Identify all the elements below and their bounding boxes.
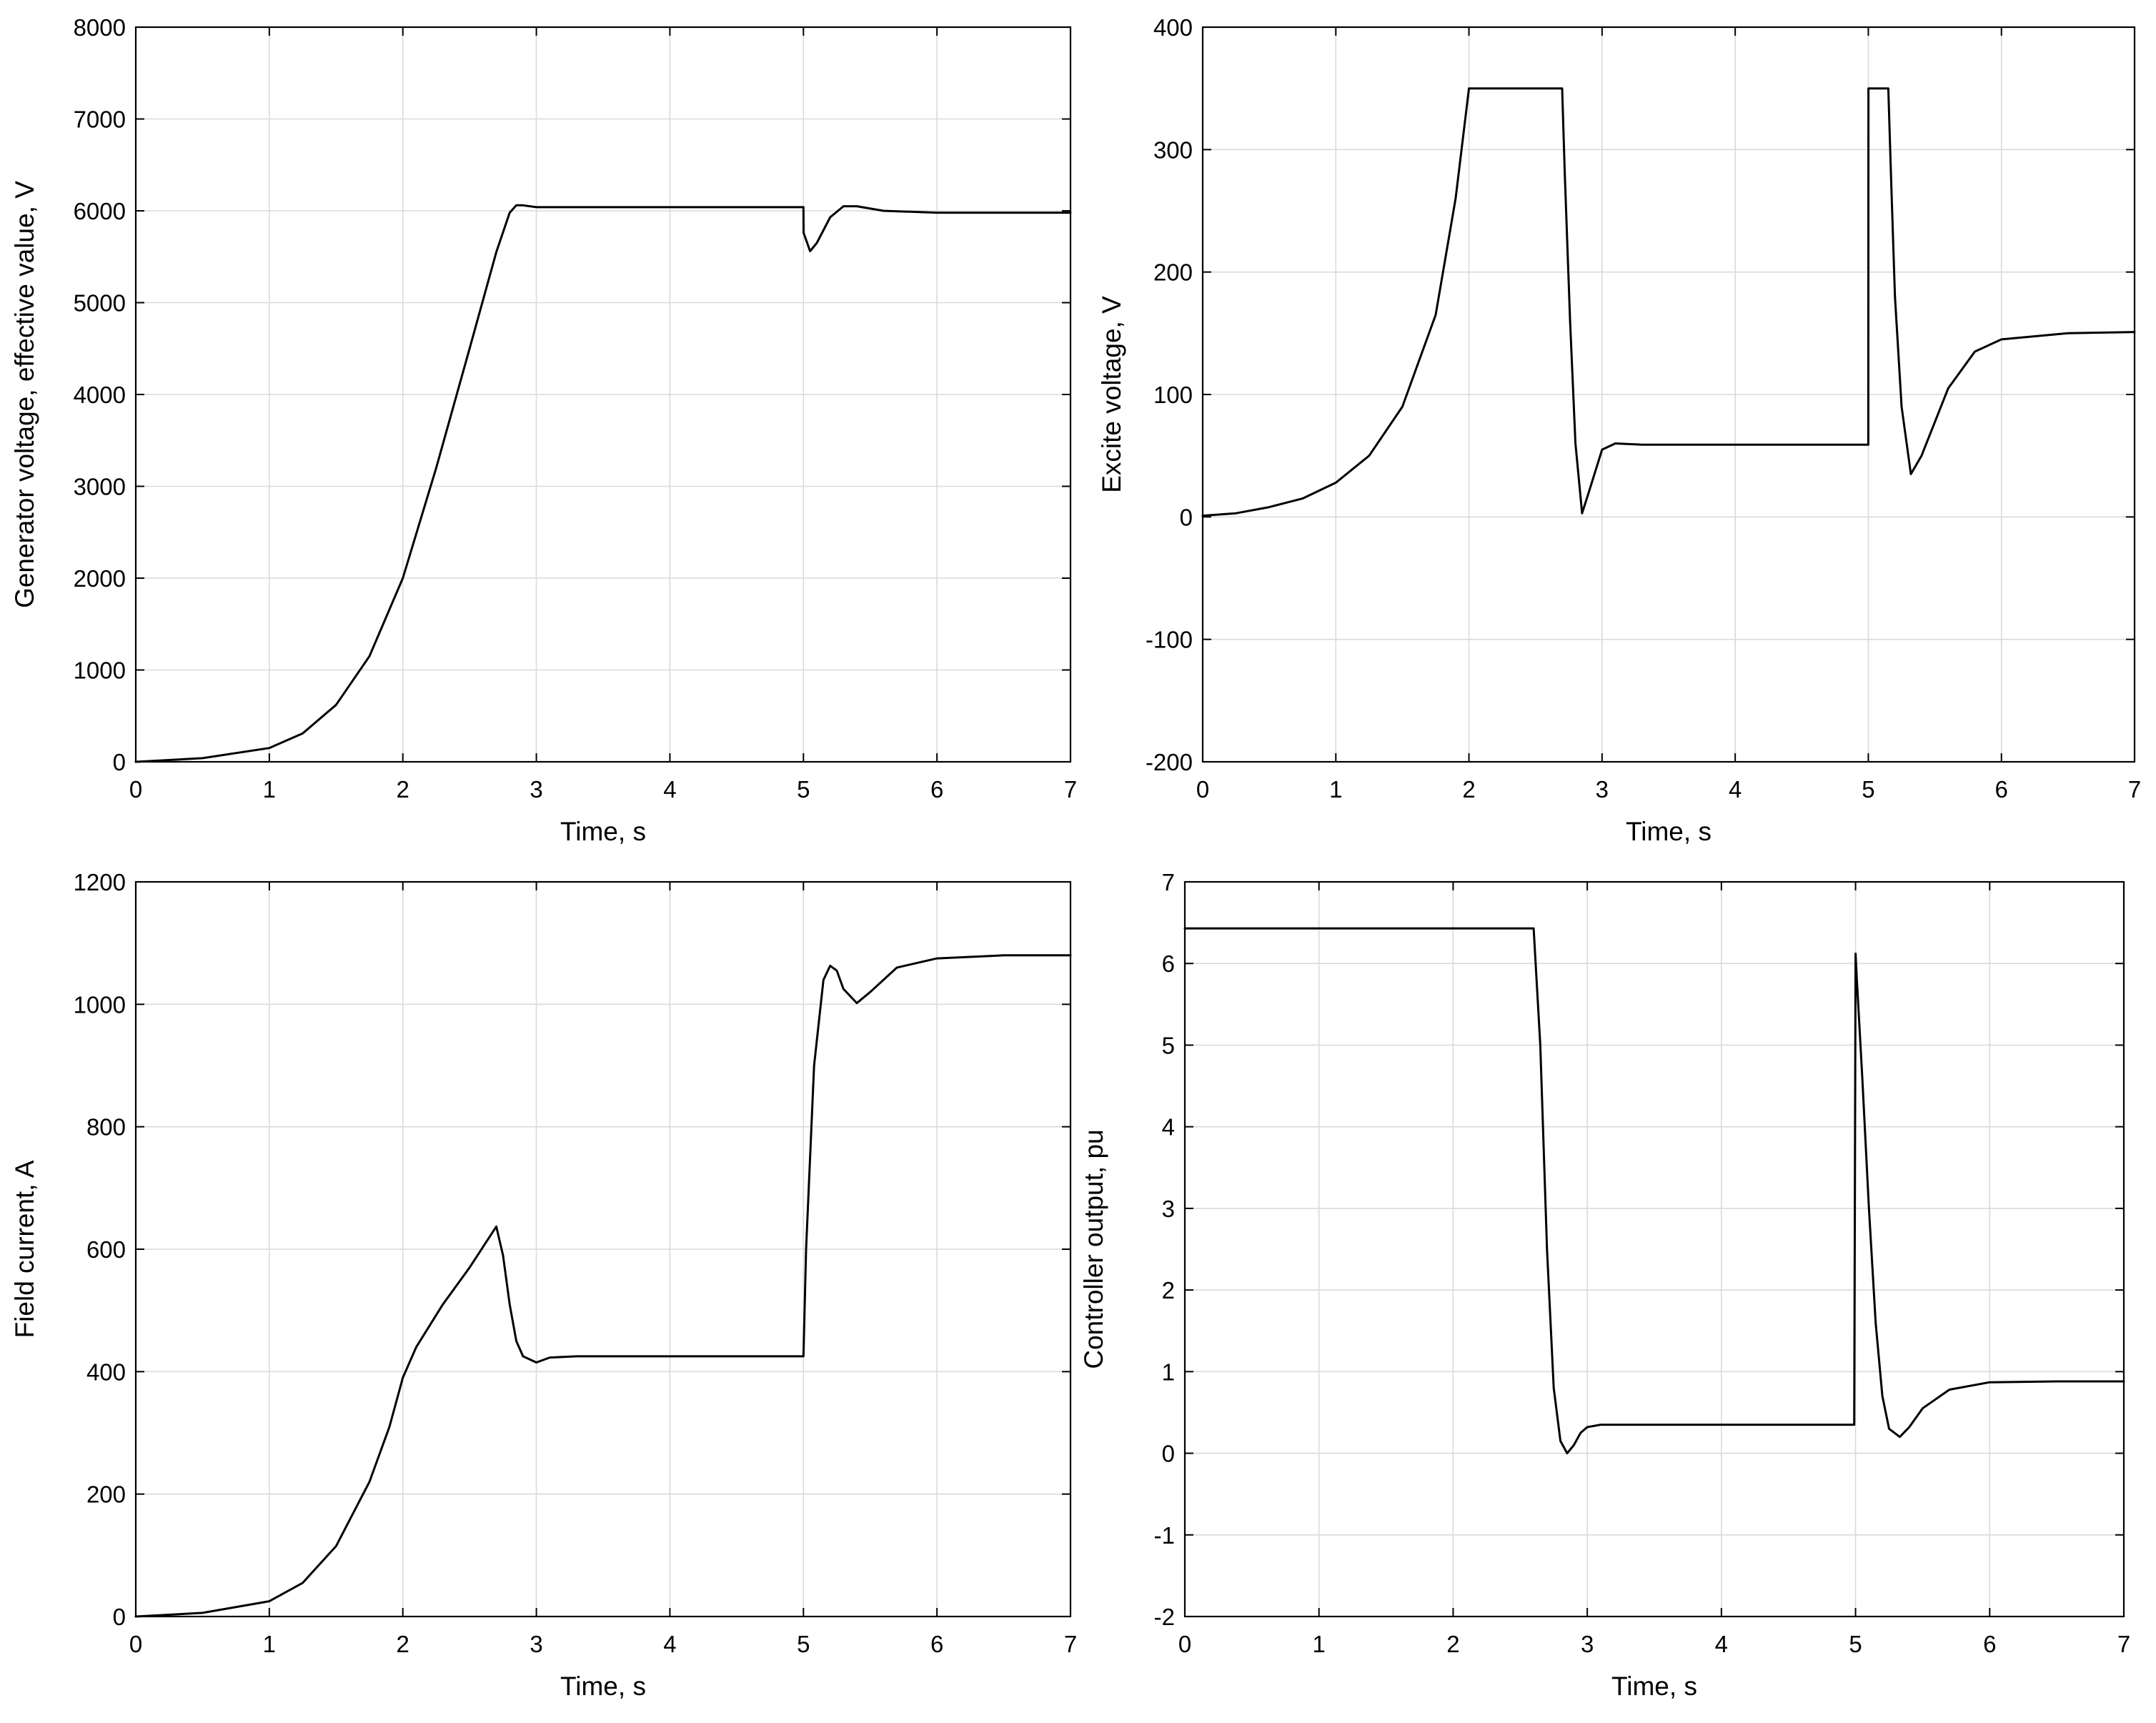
x-axis-label: Time, s xyxy=(560,817,646,846)
y-tick-label: -100 xyxy=(1146,627,1193,653)
y-tick-label: 400 xyxy=(1153,14,1193,41)
x-tick-label: 7 xyxy=(2117,1631,2130,1657)
y-tick-label: 1 xyxy=(1162,1359,1175,1385)
y-tick-label: 0 xyxy=(113,1604,126,1630)
x-tick-label: 6 xyxy=(930,776,943,803)
y-axis-label: Generator voltage, effective value, V xyxy=(10,181,39,608)
y-tick-label: 0 xyxy=(113,749,126,775)
axes-box xyxy=(1183,880,2125,1618)
y-tick-label: -2 xyxy=(1154,1604,1175,1630)
x-tick-label: 6 xyxy=(1995,776,2008,803)
y-tick-label: 2000 xyxy=(74,565,126,592)
x-tick-label: 2 xyxy=(1462,776,1475,803)
x-tick-label: 4 xyxy=(663,1631,676,1657)
y-tick-label: 7 xyxy=(1162,869,1175,895)
y-tick-label: 100 xyxy=(1153,382,1193,408)
y-tick-label: -200 xyxy=(1146,749,1193,775)
x-tick-label: 2 xyxy=(397,776,409,803)
y-axis-label: Excite voltage, V xyxy=(1097,296,1126,493)
y-tick-label: 2 xyxy=(1162,1277,1175,1304)
y-axis-label: Controller output, pu xyxy=(1079,1129,1108,1369)
x-tick-label: 0 xyxy=(1196,776,1209,803)
x-tick-label: 3 xyxy=(530,776,542,803)
x-axis-label: Time, s xyxy=(560,1672,646,1701)
x-tick-label: 7 xyxy=(2128,776,2141,803)
x-tick-label: 3 xyxy=(1596,776,1609,803)
y-tick-label: 4 xyxy=(1162,1114,1175,1141)
y-tick-label: 200 xyxy=(1153,259,1193,286)
y-tick-label: 6000 xyxy=(74,198,126,224)
chart-panel-1: 0 1 2 3 4 5 6 7 0 1000 2000 3000 4000 5000 6000 7000 800… xyxy=(10,14,1077,846)
series-line-1 xyxy=(134,954,1072,1618)
x-tick-label: 5 xyxy=(1862,776,1874,803)
x-tick-label: 1 xyxy=(1313,1631,1326,1657)
y-tick-label: 1200 xyxy=(74,869,126,895)
chart-panel-4: 0 1 2 3 4 5 6 7 -2 -1 0 1 2 3 4 5 6 7 Time, s Controller ou… xyxy=(1079,869,2130,1701)
y-tick-label: 7000 xyxy=(74,106,126,133)
y-tick-label: 5 xyxy=(1162,1032,1175,1058)
x-axis-label: Time, s xyxy=(1626,817,1712,846)
x-tick-label: 5 xyxy=(797,1631,810,1657)
x-tick-label: 3 xyxy=(1581,1631,1594,1657)
x-axis-label: Time, s xyxy=(1611,1672,1697,1701)
x-tick-label: 1 xyxy=(263,776,276,803)
y-tick-label: 1000 xyxy=(74,991,126,1018)
x-tick-label: 7 xyxy=(1064,1631,1077,1657)
x-tick-label: 1 xyxy=(1329,776,1342,803)
y-tick-label: 3000 xyxy=(74,474,126,500)
x-tick-label: 5 xyxy=(797,776,810,803)
chart-panel-2: 0 1 2 3 4 5 6 7 -200 -100 0 100 200 300 400 Time, s Exci… xyxy=(1097,14,2141,846)
y-tick-label: 1000 xyxy=(74,657,126,684)
y-tick-label: 4000 xyxy=(74,382,126,408)
x-tick-label: 2 xyxy=(397,1631,409,1657)
y-axis-label: Field current, A xyxy=(10,1160,39,1338)
y-tick-label: 300 xyxy=(1153,136,1193,163)
x-tick-label: 3 xyxy=(530,1631,542,1657)
x-tick-label: 0 xyxy=(129,776,142,803)
x-tick-label: 0 xyxy=(129,1631,142,1657)
series-line-1 xyxy=(134,204,1072,763)
y-tick-label: 5000 xyxy=(74,290,126,317)
chart-panel-3: 0 1 2 3 4 5 6 7 0 200 400 600 800 1000 1200 Time, s Fiel… xyxy=(10,869,1077,1701)
y-tick-label: 600 xyxy=(86,1236,126,1263)
x-tick-label: 5 xyxy=(1849,1631,1862,1657)
plot-area xyxy=(1185,882,2124,1617)
y-tick-label: 8000 xyxy=(74,14,126,41)
series-line-1 xyxy=(1201,87,2136,517)
y-tick-label: 800 xyxy=(86,1114,126,1141)
y-tick-label: 200 xyxy=(86,1481,126,1508)
y-tick-label: -1 xyxy=(1154,1522,1175,1549)
y-tick-label: 3 xyxy=(1162,1196,1175,1222)
x-tick-label: 4 xyxy=(663,776,676,803)
x-tick-label: 4 xyxy=(1729,776,1742,803)
y-tick-label: 6 xyxy=(1162,950,1175,977)
y-tick-label: 400 xyxy=(86,1359,126,1385)
series-line-1 xyxy=(1183,927,2125,1455)
x-tick-label: 0 xyxy=(1178,1631,1191,1657)
y-tick-label: 0 xyxy=(1180,504,1193,530)
x-tick-label: 2 xyxy=(1446,1631,1459,1657)
x-tick-label: 6 xyxy=(1983,1631,1996,1657)
x-tick-label: 1 xyxy=(263,1631,276,1657)
x-tick-label: 7 xyxy=(1064,776,1077,803)
x-tick-label: 6 xyxy=(930,1631,943,1657)
x-tick-label: 4 xyxy=(1715,1631,1728,1657)
y-tick-label: 0 xyxy=(1162,1441,1175,1467)
